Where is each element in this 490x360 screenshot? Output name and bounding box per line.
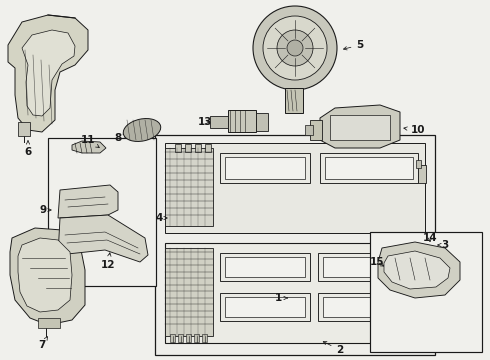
Polygon shape bbox=[72, 141, 106, 153]
Bar bbox=[185, 144, 191, 152]
Bar bbox=[38, 318, 60, 328]
Text: 6: 6 bbox=[24, 141, 32, 157]
Polygon shape bbox=[8, 15, 88, 132]
Bar bbox=[370, 232, 482, 352]
Polygon shape bbox=[18, 238, 72, 312]
Bar bbox=[220, 253, 310, 281]
Bar bbox=[318, 253, 416, 281]
Polygon shape bbox=[10, 228, 85, 325]
Bar bbox=[165, 248, 213, 336]
Text: 11: 11 bbox=[81, 135, 99, 148]
Bar bbox=[18, 122, 30, 136]
Text: 2: 2 bbox=[323, 342, 343, 355]
Text: 10: 10 bbox=[404, 125, 425, 135]
Bar bbox=[186, 334, 191, 342]
Bar bbox=[170, 334, 175, 342]
Bar bbox=[165, 143, 425, 233]
Circle shape bbox=[253, 6, 337, 90]
Bar bbox=[256, 113, 268, 131]
Polygon shape bbox=[384, 251, 450, 289]
Bar bbox=[310, 120, 322, 140]
Bar bbox=[155, 135, 435, 355]
Circle shape bbox=[277, 30, 313, 66]
Text: 3: 3 bbox=[438, 240, 449, 250]
Text: 14: 14 bbox=[423, 233, 437, 243]
Bar bbox=[330, 115, 390, 140]
Bar bbox=[325, 157, 413, 179]
Bar bbox=[220, 153, 310, 183]
Text: 1: 1 bbox=[274, 293, 287, 303]
Bar bbox=[165, 148, 213, 226]
Polygon shape bbox=[378, 242, 460, 298]
Text: 12: 12 bbox=[101, 253, 115, 270]
Text: 9: 9 bbox=[39, 205, 51, 215]
Polygon shape bbox=[320, 105, 400, 148]
Polygon shape bbox=[22, 30, 75, 116]
Bar bbox=[225, 257, 305, 277]
Polygon shape bbox=[58, 185, 118, 218]
Circle shape bbox=[287, 40, 303, 56]
Bar bbox=[228, 110, 256, 132]
Text: 7: 7 bbox=[38, 337, 48, 350]
Bar bbox=[418, 165, 426, 183]
Bar bbox=[416, 160, 421, 168]
Bar bbox=[320, 153, 418, 183]
Bar bbox=[225, 297, 305, 317]
Bar bbox=[178, 334, 183, 342]
Text: 5: 5 bbox=[343, 40, 364, 50]
Bar bbox=[323, 257, 411, 277]
Bar bbox=[202, 334, 207, 342]
Bar bbox=[305, 125, 313, 135]
Bar bbox=[205, 144, 211, 152]
Ellipse shape bbox=[123, 118, 161, 141]
Text: 4: 4 bbox=[155, 213, 167, 223]
Polygon shape bbox=[58, 215, 148, 262]
Bar bbox=[48, 138, 156, 286]
Text: 8: 8 bbox=[114, 133, 127, 143]
Bar bbox=[220, 293, 310, 321]
Bar bbox=[225, 157, 305, 179]
Text: 15: 15 bbox=[370, 257, 384, 267]
Bar bbox=[165, 243, 433, 343]
Circle shape bbox=[263, 16, 327, 80]
Bar bbox=[318, 293, 416, 321]
Bar bbox=[323, 297, 411, 317]
Bar bbox=[194, 334, 199, 342]
Bar bbox=[195, 144, 201, 152]
Bar bbox=[210, 116, 228, 128]
Text: 13: 13 bbox=[198, 117, 212, 127]
Bar bbox=[285, 88, 303, 113]
Bar bbox=[175, 144, 181, 152]
